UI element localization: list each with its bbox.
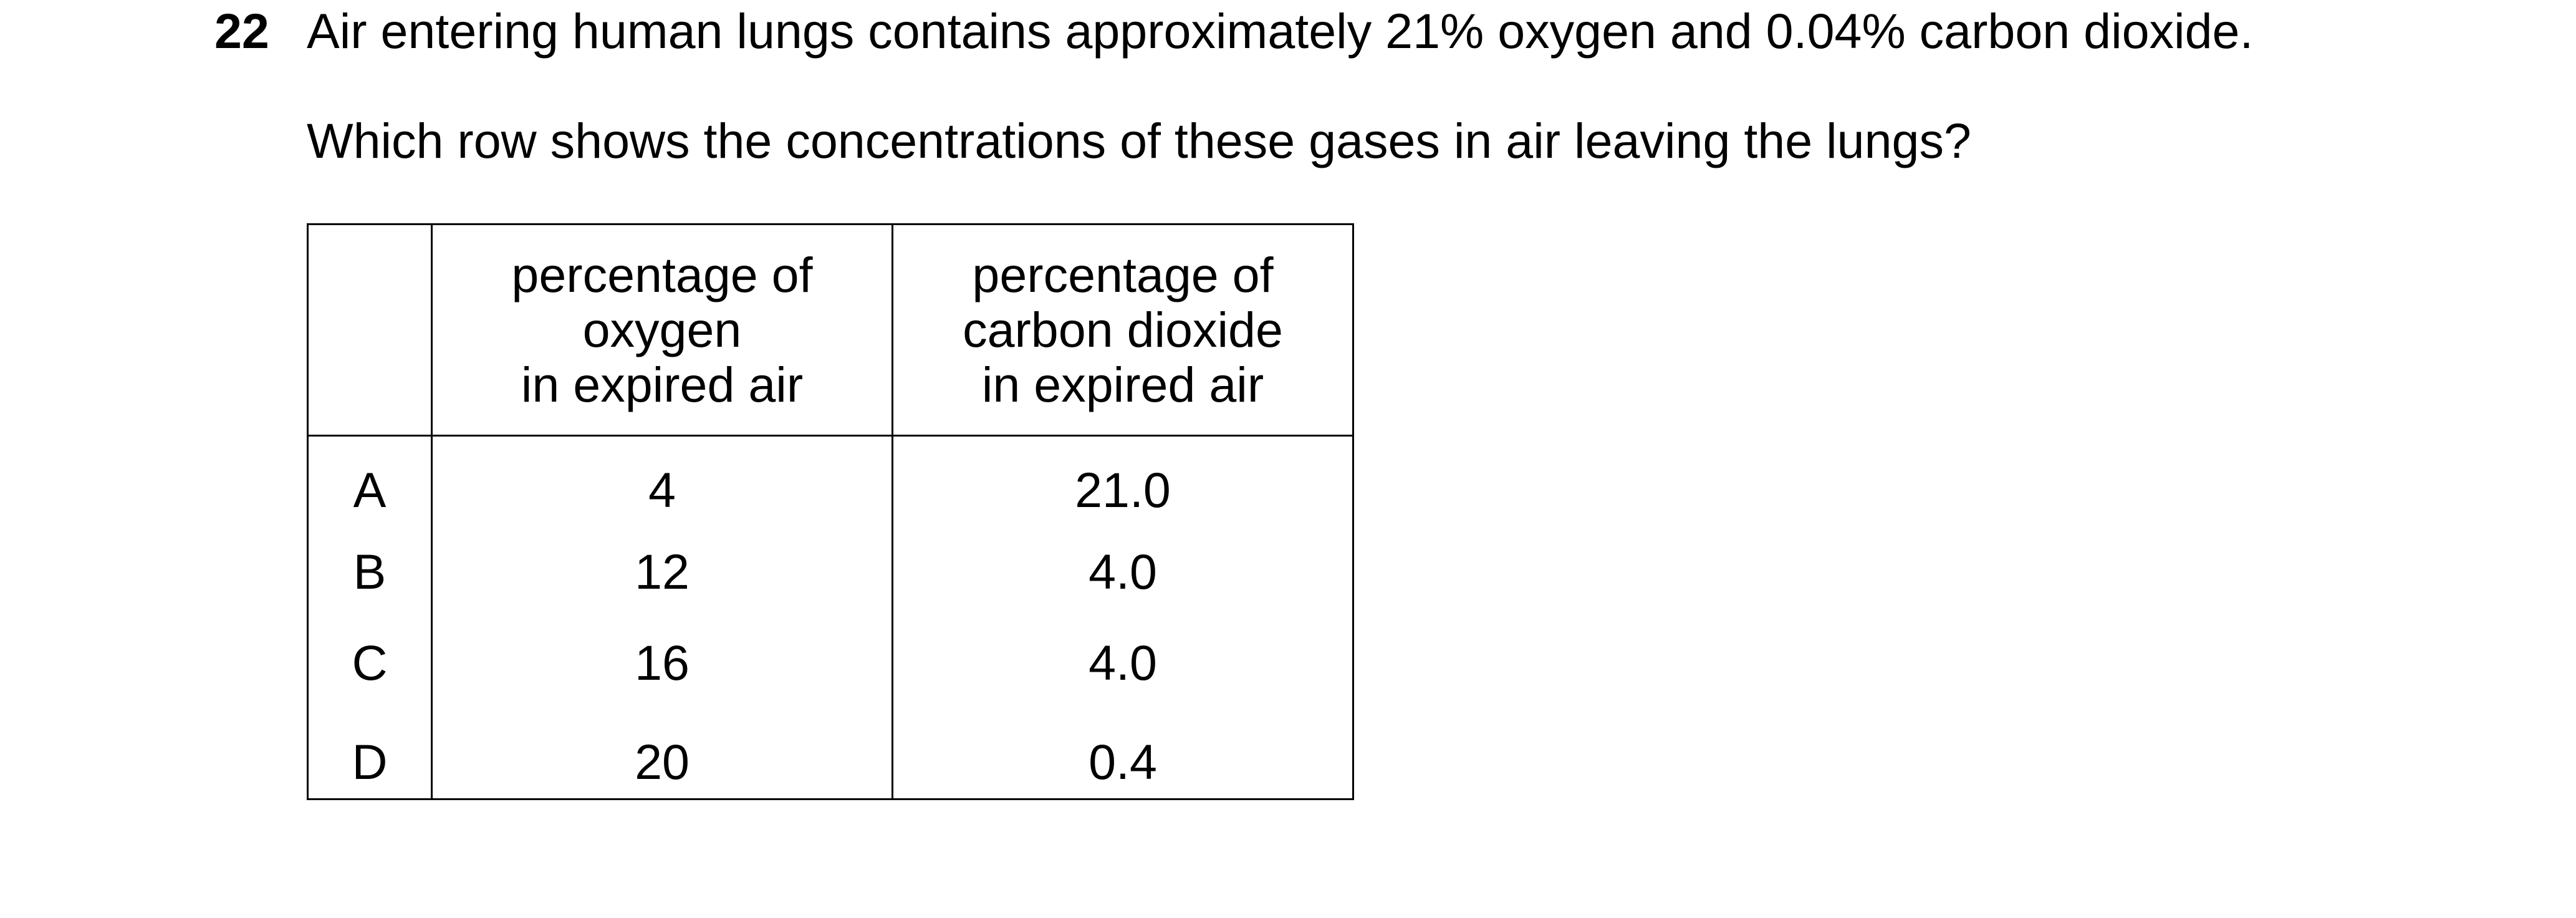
oxygen-value: 16: [431, 617, 893, 708]
carbon-dioxide-value: 21.0: [892, 435, 1354, 526]
answer-table: percentage of oxygen in expired air perc…: [307, 223, 1354, 800]
table-row: B 12 4.0: [307, 526, 1354, 617]
header-oxygen-cell: percentage of oxygen in expired air: [431, 223, 893, 437]
carbon-dioxide-value: 4.0: [892, 617, 1354, 708]
header-oxygen-line-3: in expired air: [521, 357, 804, 412]
header-oxygen-line-1: percentage of: [511, 247, 813, 302]
option-letter: D: [307, 708, 433, 800]
question-stem: Air entering human lungs contains approx…: [307, 3, 2254, 59]
question-prompt: Which row shows the concentrations of th…: [307, 113, 1971, 168]
option-letter: B: [307, 526, 433, 617]
carbon-dioxide-value: 0.4: [892, 708, 1354, 800]
oxygen-value: 20: [431, 708, 893, 800]
table-row: C 16 4.0: [307, 617, 1354, 708]
option-letter: A: [307, 435, 433, 526]
oxygen-value: 12: [431, 526, 893, 617]
option-letter: C: [307, 617, 433, 708]
carbon-dioxide-value: 4.0: [892, 526, 1354, 617]
table-row: A 4 21.0: [307, 435, 1354, 526]
header-co2-line-3: in expired air: [981, 357, 1264, 412]
header-carbon-dioxide-cell: percentage of carbon dioxide in expired …: [892, 223, 1354, 437]
header-co2-line-1: percentage of: [972, 247, 1274, 302]
header-letter-cell: [307, 223, 433, 437]
question-number: 22: [214, 3, 269, 59]
header-oxygen-line-2: oxygen: [582, 302, 742, 357]
table-row: D 20 0.4: [307, 708, 1354, 800]
oxygen-value: 4: [431, 435, 893, 526]
table-header-row: percentage of oxygen in expired air perc…: [307, 223, 1354, 437]
header-co2-line-2: carbon dioxide: [963, 302, 1283, 357]
